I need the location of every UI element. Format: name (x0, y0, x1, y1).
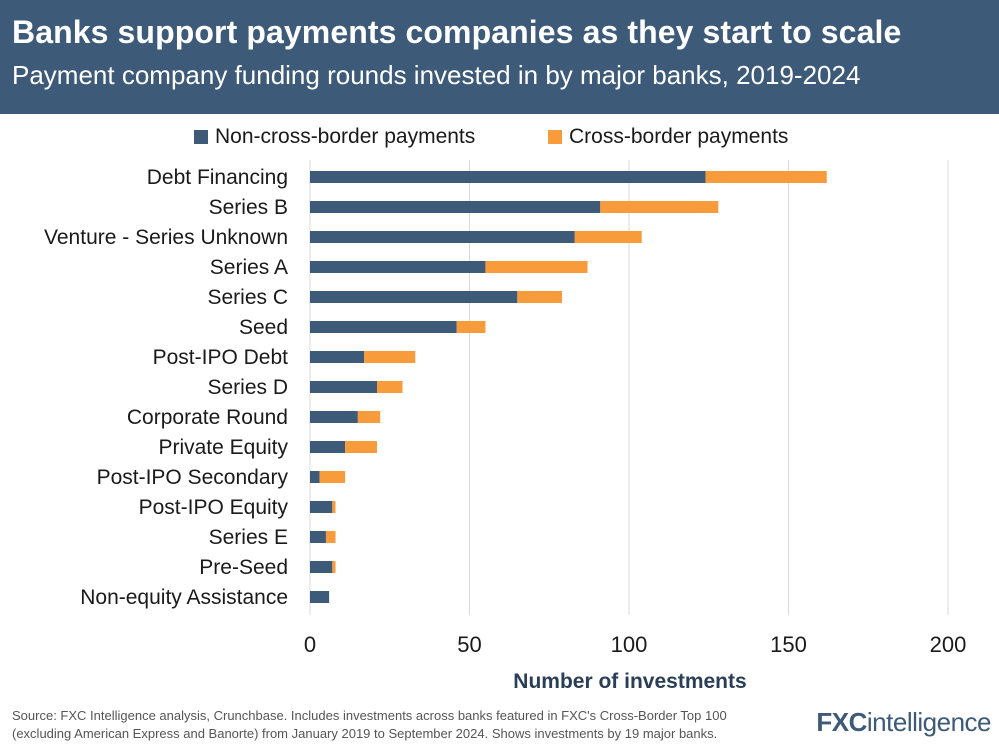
bar-cross-border (574, 231, 642, 243)
bar-non-cross-border (310, 351, 365, 363)
x-axis-label: Number of investments (513, 670, 746, 693)
bar-non-cross-border (310, 441, 346, 453)
category-label: Series D (207, 376, 288, 399)
bar-non-cross-border (310, 201, 601, 213)
bar-non-cross-border (310, 471, 320, 483)
bar-cross-border (456, 321, 486, 333)
logo-fxc: FXC (816, 707, 867, 737)
bar-non-cross-border (310, 171, 706, 183)
chart-title: Banks support payments companies as they… (12, 14, 902, 50)
category-label: Pre-Seed (199, 556, 288, 579)
bar-non-cross-border (310, 231, 575, 243)
bar-non-cross-border (310, 561, 333, 573)
category-label: Series C (207, 286, 288, 309)
category-label: Private Equity (158, 436, 288, 459)
bar-cross-border (345, 441, 377, 453)
bar-cross-border (319, 471, 346, 483)
bar-cross-border (376, 381, 403, 393)
bar-non-cross-border (310, 321, 457, 333)
category-label: Venture - Series Unknown (44, 226, 288, 249)
category-label: Series B (209, 196, 288, 219)
bar-cross-border (332, 561, 336, 573)
bar-non-cross-border (310, 381, 377, 393)
bar-cross-border (485, 261, 588, 273)
category-label: Post-IPO Equity (139, 496, 289, 519)
category-label: Series A (210, 256, 288, 279)
bar-non-cross-border (310, 411, 358, 423)
bar-non-cross-border (310, 291, 518, 303)
category-label: Corporate Round (127, 406, 288, 429)
x-tick-label: 0 (304, 632, 316, 657)
bar-cross-border (705, 171, 827, 183)
legend-swatch-cross-border (548, 130, 562, 144)
bar-chart: Debt Financing Series B Venture - Series U… (44, 160, 967, 693)
category-label: Series E (209, 526, 288, 549)
x-tick-label: 50 (457, 632, 481, 657)
bar-non-cross-border (310, 501, 333, 513)
bar-cross-border (364, 351, 416, 363)
bar-cross-border (325, 531, 336, 543)
category-label: Post-IPO Debt (153, 346, 289, 369)
logo-intelligence: intelligence (866, 707, 992, 737)
bar-non-cross-border (310, 591, 330, 603)
bar-non-cross-border (310, 261, 486, 273)
legend-item-non-cross-border: Non-cross-border payments (194, 122, 475, 152)
x-tick-label: 200 (930, 632, 967, 657)
x-tick-label: 100 (611, 632, 648, 657)
legend: Non-cross-border payments Cross-border p… (0, 122, 999, 152)
x-tick-label: 150 (770, 632, 807, 657)
category-label: Seed (239, 316, 288, 339)
category-label: Non-equity Assistance (80, 586, 288, 609)
bar-cross-border (357, 411, 381, 423)
legend-label-non-cross-border: Non-cross-border payments (215, 125, 476, 148)
fxc-logo: FXCintelligence (816, 707, 991, 738)
category-label: Post-IPO Secondary (97, 466, 289, 489)
chart-subtitle: Payment company funding rounds invested … (12, 60, 861, 90)
bar-cross-border (600, 201, 719, 213)
legend-item-cross-border: Cross-border payments (548, 122, 788, 152)
category-label: Debt Financing (147, 166, 288, 189)
legend-label-cross-border: Cross-border payments (569, 125, 789, 148)
bar-cross-border (332, 501, 336, 513)
source-note: Source: FXC Intelligence analysis, Crunc… (12, 708, 727, 741)
bar-non-cross-border (310, 531, 326, 543)
bar-cross-border (517, 291, 563, 303)
header: Banks support payments companies as they… (0, 0, 999, 114)
legend-swatch-non-cross-border (194, 130, 208, 144)
